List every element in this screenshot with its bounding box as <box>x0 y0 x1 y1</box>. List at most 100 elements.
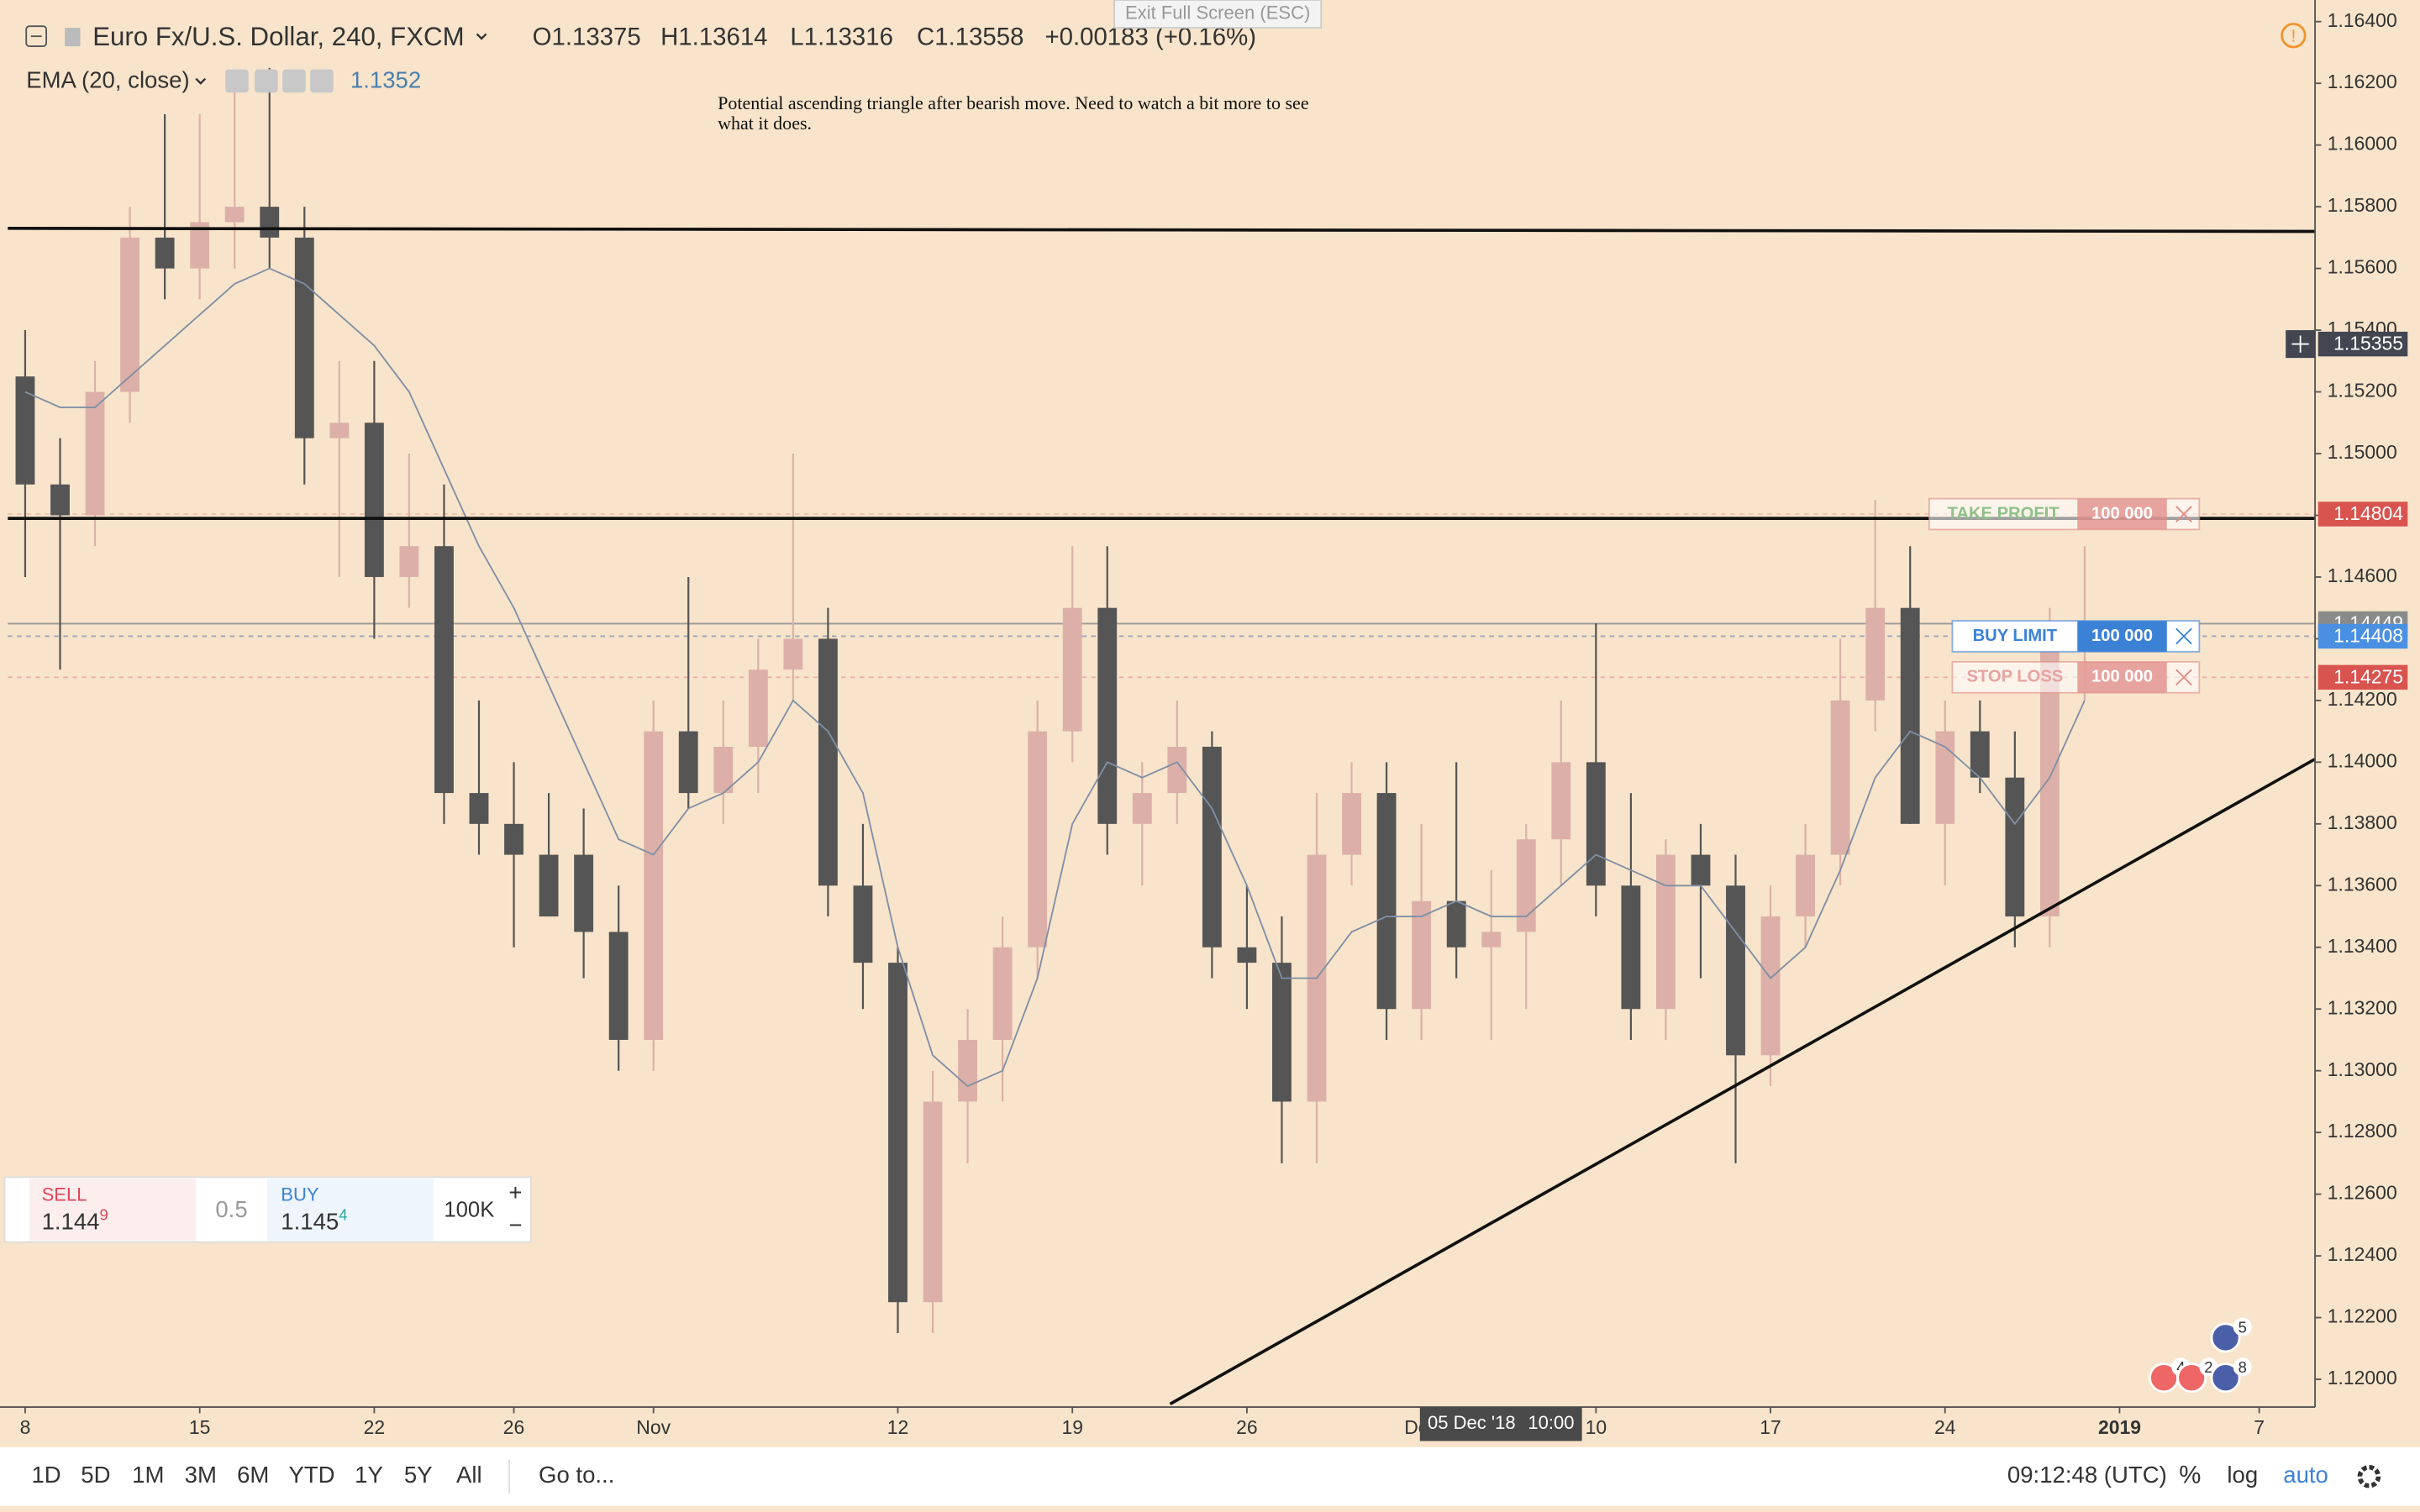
candle-body <box>678 731 698 794</box>
y-tick-label: 1.14200 <box>2328 688 2397 710</box>
range-button[interactable]: 6M <box>237 1462 269 1488</box>
x-tick-label: 22 <box>364 1416 386 1438</box>
order-qty-bg <box>2077 621 2167 652</box>
settings-button[interactable] <box>2357 1464 2381 1488</box>
size-plus[interactable]: + <box>508 1179 522 1205</box>
price-label: 1.14408 <box>2333 624 2403 646</box>
ema-line <box>24 267 2086 1088</box>
crosshair-date: 05 Dec '18 <box>1428 1412 1516 1433</box>
candle-body <box>713 746 734 794</box>
price-label: 1.15355 <box>2333 333 2403 354</box>
candle-body <box>364 423 384 577</box>
indicator-icon[interactable] <box>225 69 249 93</box>
y-tick-label: 1.12800 <box>2328 1120 2397 1142</box>
y-tick-label: 1.13600 <box>2328 873 2397 895</box>
x-tick-label: 15 <box>189 1416 211 1438</box>
toolbar <box>0 1446 2420 1506</box>
y-tick-label: 1.14600 <box>2328 564 2397 586</box>
note-text: what it does. <box>718 113 812 134</box>
candle-body <box>1935 731 1955 824</box>
range-button[interactable]: 5D <box>81 1462 110 1488</box>
candle-body <box>1551 762 1571 840</box>
x-tick-label: 10 <box>1586 1416 1607 1438</box>
order-qty: 100 000 <box>2091 668 2153 686</box>
buy-pip: 4 <box>339 1205 347 1223</box>
x-tick-label: 24 <box>1934 1416 1956 1438</box>
ohlc-value: H1.13614 <box>660 24 767 51</box>
event-flag[interactable] <box>2176 1362 2207 1394</box>
size-minus[interactable]: − <box>508 1211 522 1237</box>
range-button[interactable]: 1M <box>132 1462 164 1488</box>
y-tick-label: 1.12600 <box>2328 1182 2397 1204</box>
range-button[interactable]: 1Y <box>355 1462 383 1488</box>
order-line[interactable]: TAKE PROFIT 100 000 <box>1928 497 2201 531</box>
range-button[interactable]: 5Y <box>404 1462 433 1488</box>
y-tick-label: 1.15600 <box>2328 256 2397 278</box>
log-button[interactable]: log <box>2227 1462 2258 1488</box>
symbol: Euro Fx/U.S. Dollar, 240, FXCM <box>92 22 464 51</box>
candle-body <box>1446 900 1466 948</box>
candle-body <box>1272 963 1292 1102</box>
range-button[interactable]: YTD <box>288 1462 334 1488</box>
candle-body <box>748 669 768 747</box>
indicator-chevron <box>195 77 207 85</box>
candle-body <box>1342 793 1361 855</box>
buy-bg[interactable] <box>266 1179 434 1241</box>
order-qty-bg <box>2077 498 2167 530</box>
x-tick-label: 7 <box>2254 1416 2265 1438</box>
candle-body <box>1028 731 1048 948</box>
candle-body <box>1621 885 1641 1010</box>
event-badge <box>2233 1317 2252 1336</box>
y-tick-label: 1.16400 <box>2328 9 2397 31</box>
y-tick-label: 1.16200 <box>2328 71 2397 92</box>
size[interactable]: 100K <box>444 1199 494 1222</box>
candle-body <box>1237 947 1257 963</box>
sell-bg[interactable] <box>29 1179 197 1241</box>
event-flag[interactable] <box>2210 1322 2241 1353</box>
clock: 09:12:48 (UTC) <box>2007 1462 2167 1488</box>
exit-fullscreen-bg[interactable] <box>1113 0 1323 29</box>
candle-body <box>120 237 140 392</box>
candle-body <box>1516 839 1536 932</box>
order-qty-bg <box>2077 661 2167 693</box>
y-tick-label: 1.12000 <box>2328 1367 2397 1389</box>
order-line[interactable]: BUY LIMIT 100 000 <box>1951 620 2201 653</box>
range-button[interactable]: 3M <box>185 1462 217 1488</box>
candle-body <box>574 854 594 932</box>
crosshair-date-bg <box>1419 1407 1582 1441</box>
indicator-icon[interactable] <box>282 69 306 93</box>
candle-body <box>434 546 454 794</box>
y-tick-label: 1.13400 <box>2328 935 2397 957</box>
event-badge <box>2233 1357 2252 1377</box>
spread: 0.5 <box>215 1196 247 1222</box>
collapse-button[interactable] <box>25 25 48 48</box>
crosshair-plus <box>2291 335 2309 353</box>
percent-button[interactable]: % <box>2179 1462 2201 1489</box>
order-line[interactable]: STOP LOSS 100 000 <box>1951 661 2201 694</box>
alert-icon[interactable] <box>2281 23 2307 49</box>
goto-button[interactable]: Go to... <box>539 1462 614 1488</box>
ohlc-value: L1.13316 <box>790 24 893 51</box>
range-button[interactable]: All <box>456 1462 482 1488</box>
price-label-bg <box>2317 331 2408 357</box>
auto-button[interactable]: auto <box>2283 1462 2328 1488</box>
order-close <box>2175 506 2192 522</box>
candle-body <box>85 391 105 516</box>
x-tick-label: 17 <box>1760 1416 1781 1438</box>
event-flag[interactable] <box>2210 1362 2241 1394</box>
price-label: 1.14275 <box>2333 665 2403 687</box>
candle-body <box>1586 762 1606 886</box>
candle-body <box>644 731 664 1040</box>
indicator-icon[interactable] <box>255 69 278 93</box>
indicator-icon[interactable] <box>310 69 334 93</box>
drawn-line <box>1169 758 2316 1406</box>
candle-body <box>504 823 523 855</box>
y-tick-label: 1.15800 <box>2328 194 2397 216</box>
range-button[interactable]: 1D <box>31 1462 60 1488</box>
candle-body <box>958 1039 978 1102</box>
x-tick-label: 26 <box>1236 1416 1258 1438</box>
x-tick-label: Nov <box>636 1416 671 1438</box>
candle-body <box>260 207 280 238</box>
note-text: Potential ascending triangle after beari… <box>718 92 1309 113</box>
